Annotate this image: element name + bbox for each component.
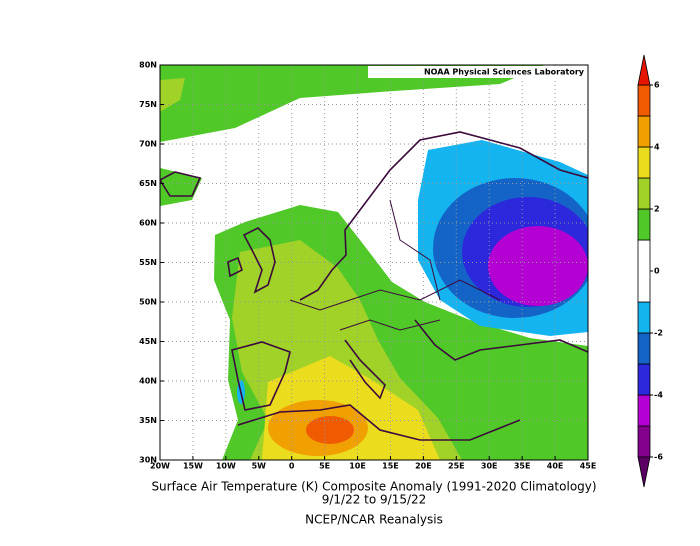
colorbar-tick-label: 4 — [654, 143, 660, 152]
contour-region — [160, 78, 185, 112]
colorbar: -6 -4 -2 0 2 4 6 — [637, 54, 663, 488]
y-tick-label: 45N — [139, 337, 157, 346]
colorbar-tick-label: -2 — [654, 329, 663, 338]
coastline — [231, 341, 291, 411]
credit: NOAA Physical Sciences Laboratory — [424, 68, 585, 77]
y-tick-label: 60N — [139, 219, 157, 228]
colorbar-tick-label: -4 — [654, 391, 663, 400]
colorbar-tick-label: 6 — [654, 81, 660, 90]
colorbar-tick-label: -6 — [654, 453, 663, 462]
border — [289, 199, 501, 331]
coastline — [227, 256, 243, 278]
anomaly-field — [160, 65, 588, 460]
coastline — [299, 131, 588, 301]
colorbar-bin — [637, 394, 651, 427]
axis-labels: 20W 15W 10W 5W 0 5E 10E 15E 20E 25E 30E 35E 40E 45E 30… — [139, 61, 596, 471]
x-tick-label: 0 — [289, 462, 295, 471]
contour-region — [488, 226, 588, 306]
colorbar-bin — [637, 332, 651, 365]
colorbar-under — [637, 456, 651, 488]
y-tick-label: 65N — [139, 179, 157, 188]
contour-region — [160, 65, 545, 142]
x-tick-label: 5W — [252, 462, 267, 471]
colorbar-bin — [637, 301, 651, 334]
colorbar-bin — [637, 146, 651, 179]
coastline — [237, 404, 521, 441]
colorbar-bin — [637, 208, 651, 241]
colorbar-tick-label: 0 — [654, 267, 660, 276]
colorbar-bin — [637, 84, 651, 117]
credit-box — [368, 66, 587, 78]
colorbar-tick-label: 2 — [654, 205, 660, 214]
x-tick-label: 10W — [216, 462, 236, 471]
y-tick-label: 55N — [139, 258, 157, 267]
caption-dates: 9/1/22 to 9/15/22 — [322, 493, 427, 507]
y-tick-label: 40N — [139, 377, 157, 386]
y-tick-label: 80N — [139, 61, 157, 70]
x-tick-label: 25E — [448, 462, 465, 471]
x-tick-label: 15W — [183, 462, 203, 471]
coastlines — [160, 131, 588, 441]
colorbar-bin — [637, 363, 651, 396]
x-tick-label: 30E — [481, 462, 498, 471]
x-tick-label: 20E — [415, 462, 432, 471]
x-tick-label: 35E — [514, 462, 531, 471]
caption-source: NCEP/NCAR Reanalysis — [305, 513, 443, 527]
y-tick-label: 30N — [139, 456, 157, 465]
x-tick-label: 5E — [319, 462, 330, 471]
y-tick-label: 75N — [139, 100, 157, 109]
coastline — [160, 171, 202, 197]
contour-region — [306, 416, 354, 444]
coastline — [242, 227, 276, 294]
x-tick-label: 40E — [547, 462, 564, 471]
caption-title: Surface Air Temperature (K) Composite An… — [151, 480, 596, 494]
coastline — [344, 339, 386, 400]
colorbar-over — [637, 54, 651, 86]
x-tick-label: 15E — [382, 462, 399, 471]
coastline — [414, 319, 588, 361]
y-tick-label: 35N — [139, 416, 157, 425]
colorbar-bin — [637, 425, 651, 458]
x-tick-label: 45E — [580, 462, 597, 471]
y-tick-label: 70N — [139, 140, 157, 149]
colorbar-bin — [637, 239, 651, 303]
colorbar-bin — [637, 177, 651, 210]
x-tick-label: 20W — [150, 462, 170, 471]
colorbar-bin — [637, 115, 651, 148]
y-tick-label: 50N — [139, 298, 157, 307]
x-tick-label: 10E — [349, 462, 366, 471]
